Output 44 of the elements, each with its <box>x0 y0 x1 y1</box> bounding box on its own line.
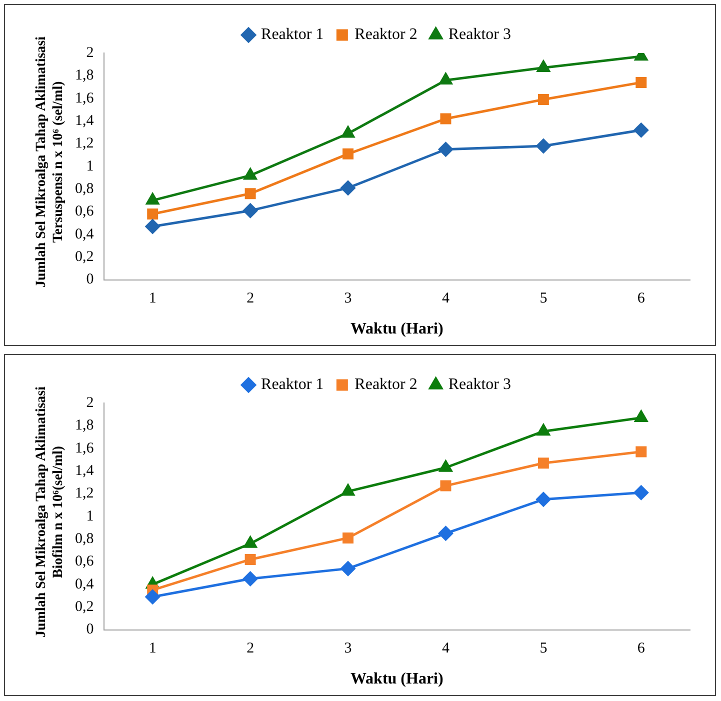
y-axis-title: Jumlah Sel Mikroalga Tahap Aklimatisasi Biofilm n x 10⁶(sel/ml) <box>33 385 67 640</box>
x-tick-label: 1 <box>148 640 156 657</box>
x-axis-title: Waktu (Hari) <box>350 670 444 688</box>
x-tick-label: 2 <box>246 290 254 307</box>
legend-label: Reaktor 1 <box>261 376 324 394</box>
x-tick-label: 4 <box>442 640 450 657</box>
y-tick-label: 1,6 <box>75 440 94 456</box>
x-axis-title: Waktu (Hari) <box>350 320 444 338</box>
y-tick-label: 1 <box>86 508 94 524</box>
legend-label: Reaktor 1 <box>261 26 324 44</box>
y-tick-label: 1 <box>86 158 94 174</box>
legend-label: Reaktor 3 <box>448 26 511 44</box>
legend-label: Reaktor 2 <box>354 26 418 44</box>
x-tick-label: 2 <box>246 640 254 657</box>
x-tick-label: 3 <box>344 640 352 657</box>
y-tick-label: 1,2 <box>75 486 94 502</box>
y-tick-label: 0,4 <box>75 226 94 242</box>
y-tick-label: 1,2 <box>75 136 94 152</box>
x-tick-label: 1 <box>148 290 156 307</box>
x-tick-label: 5 <box>540 290 548 307</box>
y-tick-label: 0 <box>86 622 94 638</box>
y-tick-label: 0,4 <box>75 576 94 592</box>
y-tick-label: 0,6 <box>75 204 94 220</box>
y-tick-label: 1,8 <box>75 68 94 84</box>
y-tick-label: 0,2 <box>75 599 94 616</box>
y-tick-label: 0,8 <box>75 181 94 198</box>
y-tick-label: 0,8 <box>75 531 94 548</box>
y-tick-label: 2 <box>86 394 94 411</box>
x-tick-label: 5 <box>540 640 548 657</box>
y-tick-label: 1,4 <box>75 462 94 479</box>
x-tick-label: 6 <box>637 640 646 657</box>
y-tick-label: 1,8 <box>75 418 94 434</box>
x-tick-label: 6 <box>637 290 646 307</box>
y-tick-label: 1,6 <box>75 90 94 106</box>
y-tick-label: 2 <box>86 44 94 61</box>
y-tick-label: 0 <box>86 272 94 288</box>
legend-label: Reaktor 2 <box>354 376 418 394</box>
y-axis-title: Jumlah Sel Mikroalga Tahap Aklimatisasi Tersuspensi n x 10⁶ (sel/ml) <box>33 35 67 290</box>
y-tick-label: 0,2 <box>75 249 94 266</box>
legend-label: Reaktor 3 <box>448 376 511 394</box>
x-tick-label: 3 <box>344 290 352 307</box>
x-tick-label: 4 <box>442 290 450 307</box>
y-tick-label: 0,6 <box>75 554 94 570</box>
y-tick-label: 1,4 <box>75 112 94 129</box>
